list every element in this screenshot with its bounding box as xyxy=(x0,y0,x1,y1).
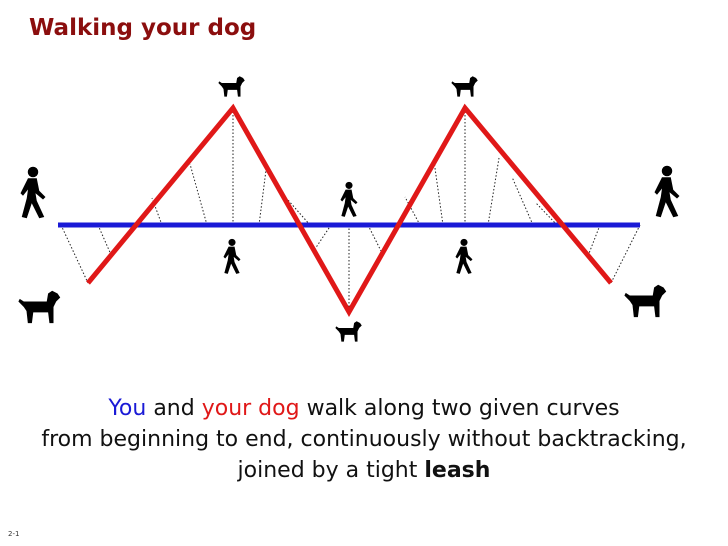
leash-lines xyxy=(60,108,641,312)
you-label: You xyxy=(108,396,147,421)
person-start-icon xyxy=(20,166,46,219)
leash-label: leash xyxy=(424,458,491,483)
caption-line-2: from beginning to end, continuously with… xyxy=(41,427,687,452)
caption-line-1: You and your dog walk along two given cu… xyxy=(108,396,620,421)
person-walking-icon xyxy=(340,181,358,217)
slide-title: Walking your dog xyxy=(29,15,257,41)
page-number: 2-1 xyxy=(8,530,20,538)
dog-icon xyxy=(451,76,478,97)
caption: You and your dog walk along two given cu… xyxy=(0,393,728,486)
person-end-icon xyxy=(654,165,680,218)
dog-start-icon xyxy=(18,290,61,324)
person-walking-icon xyxy=(455,238,473,274)
person-walking-icon xyxy=(223,238,241,274)
caption-line-3: joined by a tight leash xyxy=(237,458,491,483)
dog-icon xyxy=(218,76,245,97)
dog-icon xyxy=(335,321,362,342)
your-dog-label: your dog xyxy=(201,396,300,421)
dog-end-icon xyxy=(624,284,667,318)
dog-curve xyxy=(86,103,613,318)
